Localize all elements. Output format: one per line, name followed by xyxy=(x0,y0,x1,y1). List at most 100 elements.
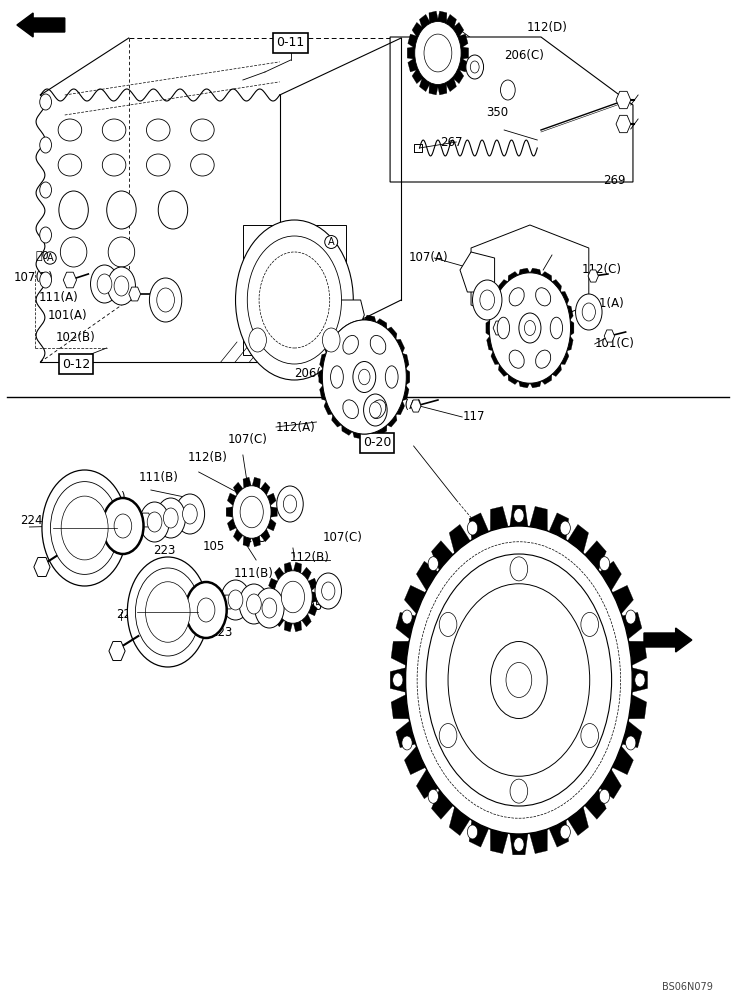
Polygon shape xyxy=(227,493,236,506)
Text: 101(A): 101(A) xyxy=(48,310,88,322)
Circle shape xyxy=(448,584,590,776)
Text: 107(C): 107(C) xyxy=(228,434,268,446)
Polygon shape xyxy=(561,351,569,365)
Text: 112(B): 112(B) xyxy=(290,550,330,564)
Polygon shape xyxy=(403,353,409,369)
Polygon shape xyxy=(324,300,364,342)
Ellipse shape xyxy=(102,154,126,176)
Text: 102(A): 102(A) xyxy=(87,491,127,504)
Circle shape xyxy=(107,267,135,305)
Polygon shape xyxy=(552,364,562,376)
Polygon shape xyxy=(226,507,233,517)
Polygon shape xyxy=(420,77,431,92)
Circle shape xyxy=(156,498,185,538)
Circle shape xyxy=(576,294,602,330)
Circle shape xyxy=(274,571,312,623)
Polygon shape xyxy=(437,82,447,95)
FancyArrow shape xyxy=(644,628,692,652)
Polygon shape xyxy=(498,364,508,376)
Polygon shape xyxy=(429,82,439,95)
Polygon shape xyxy=(376,319,387,329)
Text: 112(A): 112(A) xyxy=(276,420,316,434)
Polygon shape xyxy=(622,612,642,639)
Polygon shape xyxy=(570,320,574,336)
Text: 111(A): 111(A) xyxy=(383,399,422,412)
Text: 223: 223 xyxy=(210,626,232,639)
Polygon shape xyxy=(498,280,508,292)
Polygon shape xyxy=(549,820,569,847)
Polygon shape xyxy=(530,829,548,854)
Ellipse shape xyxy=(370,335,386,354)
Polygon shape xyxy=(508,375,518,384)
Circle shape xyxy=(560,825,570,839)
Polygon shape xyxy=(453,68,464,84)
Polygon shape xyxy=(471,225,589,328)
Text: 101(C): 101(C) xyxy=(595,338,634,351)
Circle shape xyxy=(147,512,162,532)
Circle shape xyxy=(228,590,243,610)
Ellipse shape xyxy=(509,288,524,306)
Circle shape xyxy=(470,61,479,73)
Text: 350: 350 xyxy=(486,105,508,118)
Polygon shape xyxy=(567,807,589,836)
Polygon shape xyxy=(284,562,292,573)
Circle shape xyxy=(414,21,461,85)
Ellipse shape xyxy=(191,119,214,141)
Circle shape xyxy=(322,582,335,600)
Polygon shape xyxy=(584,790,606,819)
Circle shape xyxy=(402,736,412,750)
Polygon shape xyxy=(519,268,530,275)
Text: 117: 117 xyxy=(462,410,485,424)
Polygon shape xyxy=(324,401,333,415)
Polygon shape xyxy=(294,562,302,573)
Circle shape xyxy=(262,598,277,618)
Polygon shape xyxy=(404,585,425,614)
Circle shape xyxy=(40,272,52,288)
Circle shape xyxy=(439,612,457,636)
Polygon shape xyxy=(491,291,499,305)
Circle shape xyxy=(146,582,190,642)
Polygon shape xyxy=(629,641,647,665)
Ellipse shape xyxy=(536,350,551,368)
Polygon shape xyxy=(261,529,270,542)
Polygon shape xyxy=(629,695,647,719)
Circle shape xyxy=(157,288,174,312)
Circle shape xyxy=(466,55,484,79)
Polygon shape xyxy=(431,790,453,819)
Circle shape xyxy=(424,34,452,72)
Polygon shape xyxy=(453,22,464,38)
Text: 112(B): 112(B) xyxy=(188,452,227,464)
Circle shape xyxy=(426,554,612,806)
Polygon shape xyxy=(140,513,152,527)
Polygon shape xyxy=(284,621,292,632)
Polygon shape xyxy=(461,47,469,59)
Circle shape xyxy=(42,470,127,586)
Circle shape xyxy=(135,568,200,656)
Circle shape xyxy=(277,486,303,522)
Circle shape xyxy=(255,588,284,628)
Circle shape xyxy=(490,642,547,718)
Circle shape xyxy=(473,280,502,320)
Polygon shape xyxy=(319,369,323,385)
Circle shape xyxy=(480,290,495,310)
Polygon shape xyxy=(491,351,499,365)
Polygon shape xyxy=(63,272,77,288)
Text: 107(B): 107(B) xyxy=(13,270,53,284)
Text: 267: 267 xyxy=(440,135,463,148)
Circle shape xyxy=(247,594,261,614)
Polygon shape xyxy=(269,603,277,616)
Text: 223: 223 xyxy=(153,544,175,556)
Polygon shape xyxy=(449,524,470,553)
Polygon shape xyxy=(275,614,284,627)
Circle shape xyxy=(489,273,570,383)
Text: 269: 269 xyxy=(604,174,626,186)
Ellipse shape xyxy=(107,191,136,229)
Polygon shape xyxy=(243,536,251,547)
Text: 111(B): 111(B) xyxy=(234,566,274,580)
Ellipse shape xyxy=(60,237,87,267)
Circle shape xyxy=(369,402,381,418)
Ellipse shape xyxy=(509,350,524,368)
Ellipse shape xyxy=(59,191,88,229)
Polygon shape xyxy=(493,321,505,335)
Text: A: A xyxy=(46,253,54,263)
